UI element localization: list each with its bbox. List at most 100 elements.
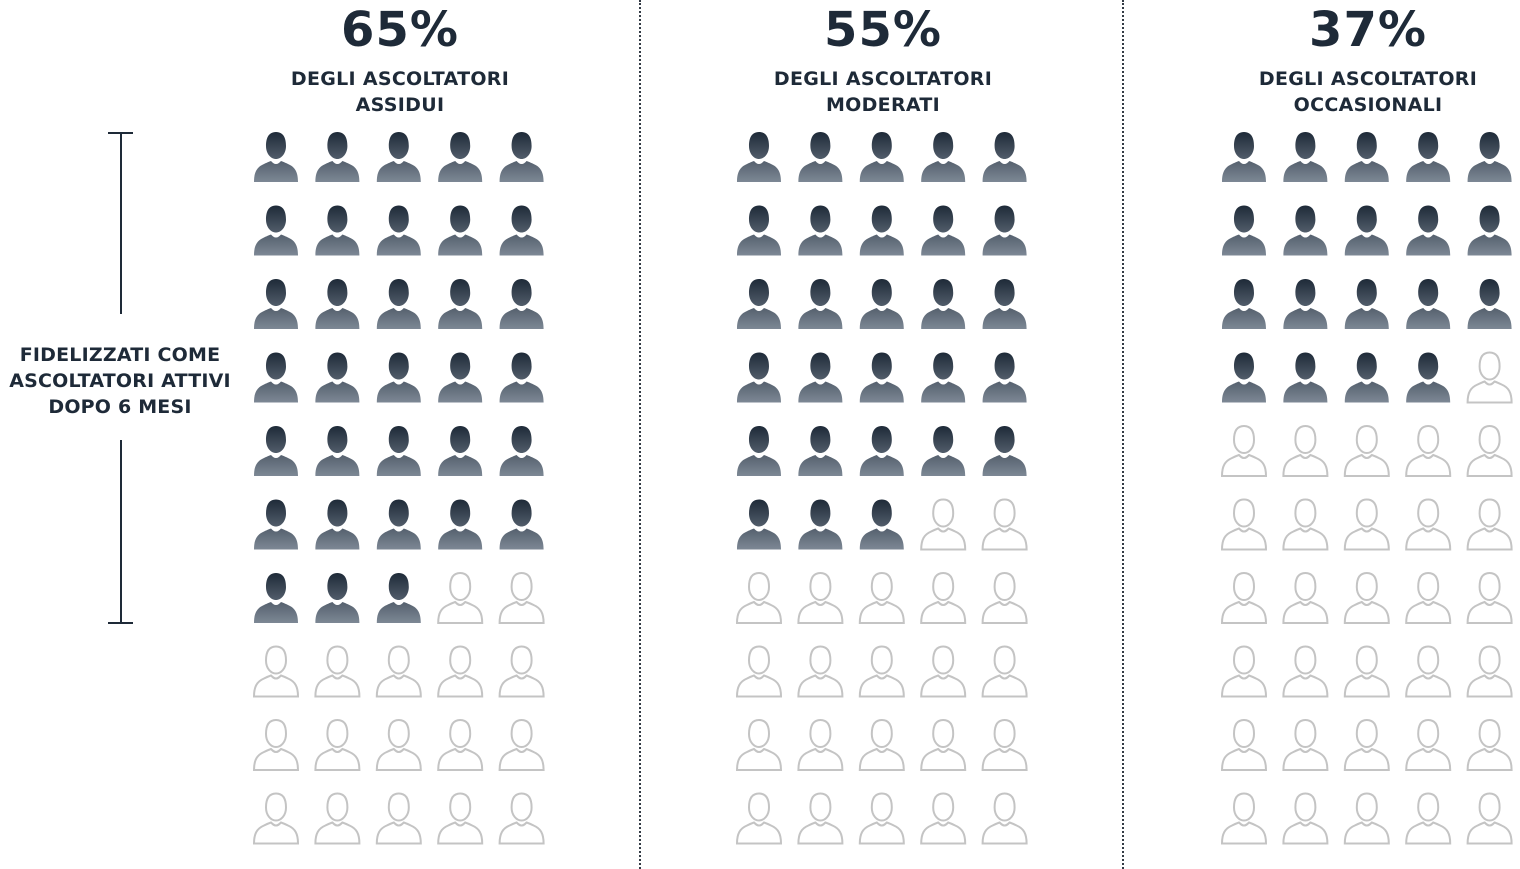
person-icon-filled: [982, 132, 1027, 182]
group-1-percent: 65%: [341, 2, 459, 58]
person-icon-empty: [920, 645, 967, 698]
person-icon-empty: [1343, 718, 1390, 771]
person-icon-filled: [921, 352, 966, 403]
person-icon-filled: [1406, 279, 1451, 329]
person-icon-empty: [797, 571, 844, 624]
person-icon-empty: [858, 718, 905, 771]
group-1-subtitle-line-1: DEGLI ASCOLTATORI: [290, 68, 510, 90]
group-1-subtitle-line-2: ASSIDUI: [355, 94, 445, 116]
person-icon-empty: [1220, 718, 1268, 771]
person-icon-filled: [1344, 132, 1389, 182]
person-icon-filled: [1344, 279, 1389, 329]
person-icon-empty: [437, 718, 484, 771]
person-icon-empty: [981, 645, 1028, 698]
person-icon-empty: [858, 571, 905, 624]
person-icon-filled: [376, 279, 421, 329]
person-icon-filled: [376, 205, 421, 256]
person-icon-empty: [797, 718, 844, 771]
person-icon-filled: [315, 573, 360, 623]
person-icon-empty: [1466, 718, 1513, 771]
person-icon-filled: [254, 573, 298, 623]
person-icon-filled: [1467, 132, 1512, 182]
person-icon-empty: [1343, 792, 1390, 845]
person-icon-empty: [735, 645, 783, 698]
person-icon-filled: [798, 426, 843, 476]
person-icon-empty: [252, 792, 300, 845]
person-icon-empty: [797, 645, 844, 698]
person-icon-filled: [1406, 132, 1451, 182]
person-icon-filled: [376, 426, 421, 476]
group-1-subtitle: DEGLI ASCOLTATORI ASSIDUI: [240, 66, 560, 118]
person-icon-filled: [859, 426, 904, 476]
person-icon-filled: [859, 352, 904, 403]
person-icon-empty: [252, 645, 300, 698]
person-icon-empty: [1343, 645, 1390, 698]
person-icon-filled: [499, 499, 544, 550]
person-icon-filled: [438, 352, 483, 403]
person-icon-filled: [798, 352, 843, 403]
person-icon-filled: [859, 205, 904, 256]
person-icon-empty: [981, 792, 1028, 845]
person-icon-filled: [737, 205, 781, 256]
person-icon-empty: [375, 645, 422, 698]
person-icon-empty: [1466, 571, 1513, 624]
person-icon-empty: [252, 718, 300, 771]
person-icon-empty: [1405, 424, 1452, 477]
person-icon-empty: [1343, 571, 1390, 624]
person-icon-empty: [1220, 645, 1268, 698]
person-icon-filled: [254, 279, 298, 329]
group-3-subtitle-line-1: DEGLI ASCOLTATORI: [1258, 68, 1478, 90]
person-icon-filled: [315, 279, 360, 329]
person-icon-filled: [982, 279, 1027, 329]
person-icon-filled: [859, 499, 904, 550]
person-icon-filled: [438, 279, 483, 329]
group-3-percent: 37%: [1309, 2, 1427, 58]
person-icon-filled: [921, 132, 966, 182]
person-icon-empty: [1282, 792, 1329, 845]
person-icon-filled: [499, 279, 544, 329]
person-icon-empty: [920, 792, 967, 845]
person-icon-filled: [1344, 352, 1389, 403]
person-icon-empty: [1220, 792, 1268, 845]
person-icon-filled: [1222, 132, 1266, 182]
person-icon-empty: [1282, 718, 1329, 771]
person-icon-empty: [858, 792, 905, 845]
person-icon-empty: [797, 792, 844, 845]
person-icon-empty: [1405, 792, 1452, 845]
person-icon-empty: [437, 571, 484, 624]
person-icon-filled: [798, 499, 843, 550]
person-icon-filled: [737, 132, 781, 182]
person-icon-filled: [254, 499, 298, 550]
person-icon-empty: [920, 571, 967, 624]
person-icon-filled: [376, 499, 421, 550]
person-icon-filled: [438, 426, 483, 476]
person-icon-filled: [438, 205, 483, 256]
person-icon-empty: [1282, 645, 1329, 698]
divider-1: [639, 0, 641, 869]
person-icon-empty: [437, 792, 484, 845]
person-icon-empty: [1466, 792, 1513, 845]
person-icon-empty: [375, 792, 422, 845]
person-icon-filled: [798, 205, 843, 256]
person-icon-empty: [1466, 645, 1513, 698]
person-icon-filled: [798, 279, 843, 329]
person-icon-filled: [1467, 279, 1512, 329]
person-icon-filled: [315, 426, 360, 476]
person-icon-filled: [798, 132, 843, 182]
person-icon-empty: [920, 718, 967, 771]
person-icon-filled: [499, 426, 544, 476]
person-icon-filled: [859, 132, 904, 182]
person-icon-empty: [314, 645, 361, 698]
person-icon-filled: [254, 352, 298, 403]
person-icon-empty: [1220, 498, 1268, 551]
person-icon-empty: [1343, 424, 1390, 477]
person-icon-empty: [314, 718, 361, 771]
person-icon-filled: [737, 352, 781, 403]
person-icon-filled: [1222, 205, 1266, 256]
person-icon-filled: [315, 132, 360, 182]
person-icon-empty: [920, 498, 967, 551]
person-icon-filled: [1406, 352, 1451, 403]
person-icon-empty: [1405, 571, 1452, 624]
person-icon-filled: [982, 426, 1027, 476]
